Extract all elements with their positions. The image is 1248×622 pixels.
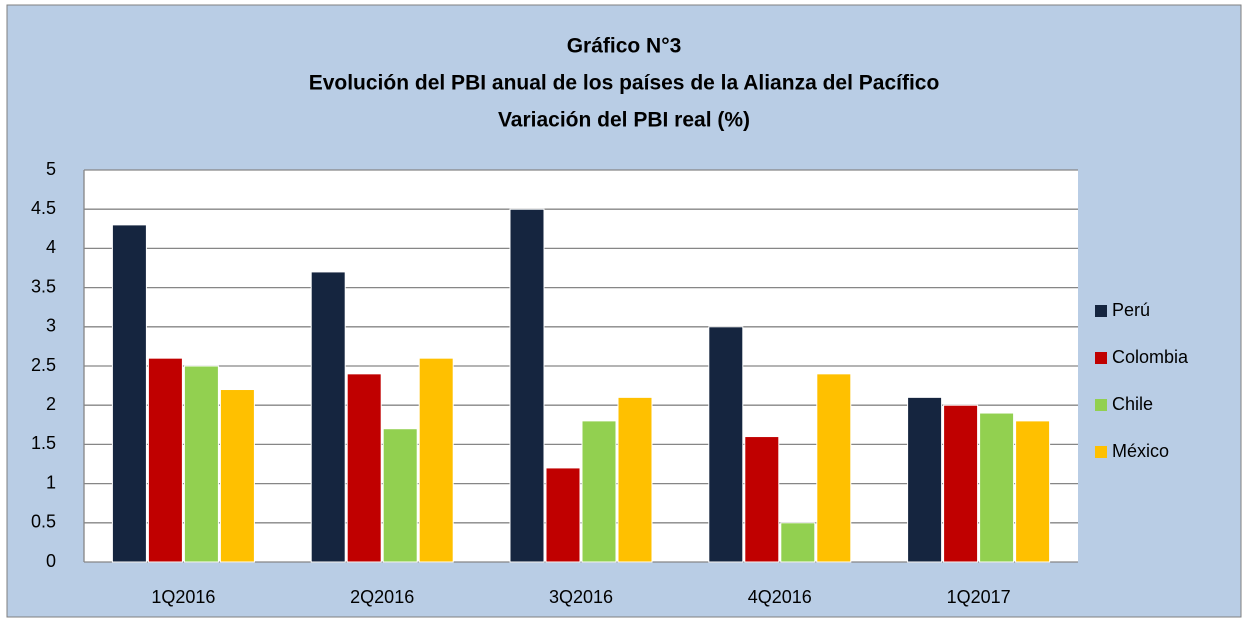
bar <box>744 436 780 563</box>
bar <box>907 396 943 563</box>
bar <box>979 412 1015 563</box>
y-tick-label: 1 <box>46 472 56 492</box>
legend-swatch <box>1095 399 1107 411</box>
bar <box>509 208 545 563</box>
bar <box>545 467 581 563</box>
bar <box>780 522 816 563</box>
y-tick-label: 1.5 <box>31 433 56 453</box>
bar <box>1015 420 1051 563</box>
bar <box>310 271 346 563</box>
x-tick-label: 1Q2016 <box>151 587 215 607</box>
chart-title: Evolución del PBI anual de los países de… <box>309 72 940 95</box>
y-tick-label: 0 <box>46 551 56 571</box>
bar <box>943 404 979 563</box>
bar <box>581 420 617 563</box>
legend-label: Perú <box>1112 300 1150 320</box>
chart-title: Gráfico N°3 <box>567 35 682 58</box>
y-tick-label: 0.5 <box>31 512 56 532</box>
legend-label: México <box>1112 441 1169 461</box>
legend-swatch <box>1095 305 1107 317</box>
bar <box>183 365 219 563</box>
y-tick-label: 4 <box>46 237 56 257</box>
x-tick-label: 4Q2016 <box>748 587 812 607</box>
chart-subtitle: Variación del PBI real (%) <box>498 109 750 132</box>
legend-swatch <box>1095 352 1107 364</box>
legend-label: Colombia <box>1112 347 1189 367</box>
bar <box>219 389 255 563</box>
bar <box>382 428 418 563</box>
y-tick-label: 2 <box>46 394 56 414</box>
legend-swatch <box>1095 446 1107 458</box>
x-tick-label: 1Q2017 <box>947 587 1011 607</box>
bar <box>708 326 744 563</box>
bar <box>816 373 852 563</box>
x-tick-label: 2Q2016 <box>350 587 414 607</box>
legend-label: Chile <box>1112 394 1153 414</box>
bar <box>346 373 382 563</box>
y-tick-label: 3 <box>46 316 56 336</box>
x-tick-label: 3Q2016 <box>549 587 613 607</box>
y-tick-label: 5 <box>46 159 56 179</box>
y-tick-label: 3.5 <box>31 276 56 296</box>
y-tick-label: 4.5 <box>31 198 56 218</box>
bar <box>617 396 653 563</box>
bar <box>418 357 454 563</box>
bar <box>111 224 147 563</box>
y-tick-label: 2.5 <box>31 355 56 375</box>
bar <box>147 357 183 563</box>
